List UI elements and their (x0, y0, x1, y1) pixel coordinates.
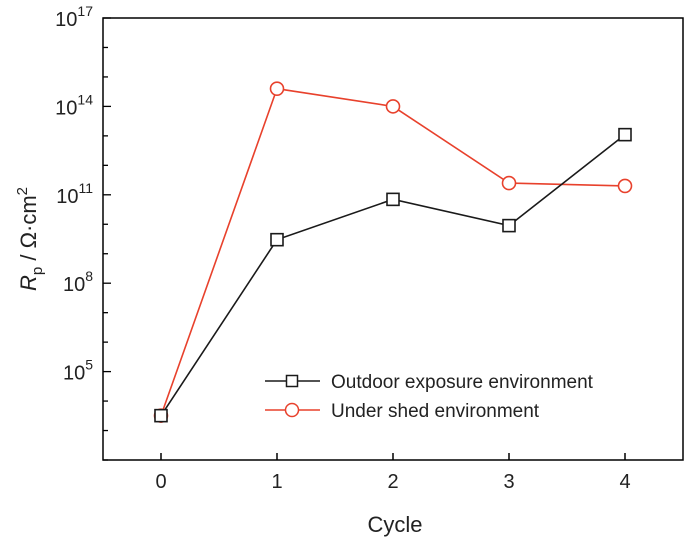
legend-label-shed: Under shed environment (331, 401, 540, 422)
series-line-shed (160, 87, 626, 416)
data-point-outdoor (386, 192, 400, 207)
data-point-outdoor (154, 408, 168, 423)
x-axis-ticks: 0 1 2 3 4 (155, 453, 631, 493)
y-axis-subscript: p (29, 267, 46, 275)
x-tick-label: 2 (387, 471, 398, 493)
data-point-outdoor (618, 127, 632, 142)
series-layer (153, 81, 633, 423)
legend-marker-square (285, 374, 299, 388)
y-axis-symbol: R (16, 275, 41, 291)
data-point-outdoor (502, 218, 516, 233)
y-tick-label: 1014 (55, 91, 93, 119)
legend: Outdoor exposure environment Under shed … (265, 372, 594, 422)
y-tick-label: 1011 (56, 180, 93, 208)
y-axis-unit-exponent: 2 (14, 187, 31, 195)
plot-area-frame (102, 17, 684, 461)
legend-item-shed: Under shed environment (265, 401, 540, 422)
x-tick-label: 1 (271, 471, 282, 493)
data-point-shed (501, 175, 517, 191)
x-axis-title: Cycle (367, 512, 422, 537)
y-tick-label: 105 (63, 357, 93, 385)
legend-marker-circle (284, 402, 300, 418)
data-point-shed (617, 178, 633, 194)
data-point-shed (269, 81, 285, 96)
y-axis-unit: / Ω·cm (16, 195, 41, 266)
data-point-shed (385, 99, 401, 114)
y-axis-title: Rp / Ω·cm2 (14, 187, 46, 291)
legend-label-outdoor: Outdoor exposure environment (331, 372, 594, 393)
legend-item-outdoor: Outdoor exposure environment (265, 372, 594, 393)
y-tick-label: 108 (63, 268, 93, 296)
data-point-outdoor (270, 232, 284, 247)
x-tick-label: 3 (503, 471, 514, 493)
y-tick-label: 1017 (55, 3, 93, 31)
y-axis-ticks: 105 108 1011 1014 1017 (55, 3, 111, 461)
x-tick-label: 0 (155, 471, 166, 493)
x-tick-label: 4 (619, 471, 630, 493)
